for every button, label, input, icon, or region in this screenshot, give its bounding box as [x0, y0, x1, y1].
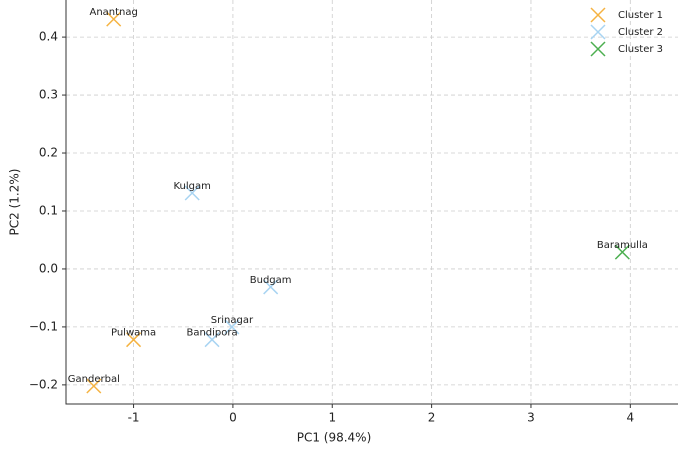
point-label: Bandipora [186, 328, 237, 339]
scatter-point [614, 244, 630, 260]
legend-label: Cluster 3 [618, 44, 663, 55]
y-tick-label: −0.2 [29, 377, 58, 391]
axes-frame [65, 0, 678, 405]
scatter-point [263, 279, 279, 295]
scatter-point [86, 378, 102, 394]
y-tick-label: 0.3 [39, 88, 58, 102]
scatter-point [204, 332, 220, 348]
legend-marker [590, 7, 606, 23]
point-label: Budgam [250, 275, 292, 286]
y-tick-label: 0.1 [39, 203, 58, 217]
legend-marker [590, 41, 606, 57]
point-label: Ganderbal [68, 374, 120, 385]
legend-marker [590, 24, 606, 40]
point-label: Pulwama [111, 328, 156, 339]
x-tick-label: -1 [128, 411, 140, 425]
x-axis-label: PC1 (98.4%) [297, 431, 372, 445]
y-tick-label: 0.4 [39, 30, 58, 44]
y-tick-label: −0.1 [29, 319, 58, 333]
scatter-point [224, 319, 240, 335]
legend-label: Cluster 2 [618, 27, 663, 38]
point-label: Baramulla [597, 240, 648, 251]
scatter-point [126, 332, 142, 348]
scatter-point [106, 11, 122, 27]
y-axis-label: PC2 (1.2%) [8, 169, 22, 236]
y-tick-label: 0.2 [39, 146, 58, 160]
x-tick-label: 0 [229, 411, 237, 425]
x-tick-label: 1 [328, 411, 336, 425]
point-label: Srinagar [211, 315, 254, 326]
y-tick-label: 0.0 [39, 261, 58, 275]
x-tick-label: 2 [428, 411, 436, 425]
point-label: Kulgam [173, 181, 210, 192]
point-label: Anantnag [89, 7, 137, 18]
legend-label: Cluster 1 [618, 10, 663, 21]
x-tick-label: 3 [527, 411, 535, 425]
scatter-point [184, 185, 200, 201]
x-tick-label: 4 [626, 411, 634, 425]
